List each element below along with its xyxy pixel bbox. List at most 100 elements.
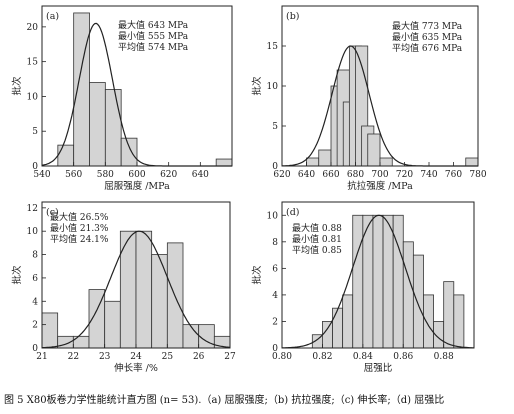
x-tick-label: 22 bbox=[68, 352, 79, 362]
panel-label: (c) bbox=[46, 207, 59, 218]
histogram-bar bbox=[182, 324, 200, 349]
panel-a: 540 560 580 600 620 640 0 5 10 15 20 屈服强度 /MPa 批次 (a)… bbox=[11, 5, 233, 192]
y-tick-label: 0 bbox=[272, 344, 278, 354]
histogram-bar bbox=[453, 294, 465, 349]
y-tick-label: 2 bbox=[32, 321, 38, 331]
y-tick-label: 15 bbox=[267, 42, 279, 52]
stats-annotation: 平均值 24.1% bbox=[50, 233, 109, 245]
histogram-bar bbox=[465, 157, 479, 167]
x-tick-label: 23 bbox=[99, 352, 111, 362]
histogram-bar bbox=[120, 137, 138, 167]
histogram-bar bbox=[41, 312, 59, 349]
stats-annotation: 最大值 773 MPa bbox=[392, 20, 463, 32]
y-tick-label: 0 bbox=[32, 162, 38, 172]
x-tick-label: 580 bbox=[97, 170, 114, 180]
y-tick-label: 5 bbox=[32, 127, 38, 137]
x-tick-label: 660 bbox=[322, 170, 339, 180]
x-tick-label: 27 bbox=[224, 352, 236, 362]
x-tick-label: 760 bbox=[445, 170, 462, 180]
y-tick-label: 5 bbox=[272, 122, 278, 132]
y-axis-label: 批次 bbox=[251, 265, 263, 285]
y-tick-label: 2 bbox=[272, 317, 278, 327]
x-tick-label: 540 bbox=[33, 170, 50, 180]
histogram-bar bbox=[423, 294, 434, 349]
x-tick-label: 26 bbox=[193, 352, 205, 362]
histogram-bar bbox=[322, 321, 333, 349]
stats-annotation: 最大值 26.5% bbox=[50, 211, 109, 223]
x-axis-label: 抗拉强度 /MPa bbox=[347, 180, 413, 192]
x-tick-label: 21 bbox=[36, 352, 47, 362]
y-tick-label: 4 bbox=[32, 297, 38, 307]
y-tick-label: 15 bbox=[27, 58, 39, 68]
y-axis-label: 批次 bbox=[11, 76, 23, 96]
histogram-bar bbox=[372, 214, 384, 349]
x-tick-label: 620 bbox=[160, 170, 177, 180]
x-tick-label: 640 bbox=[192, 170, 209, 180]
x-axis-label: 伸长率 /% bbox=[114, 362, 158, 374]
y-tick-label: 10 bbox=[267, 211, 279, 221]
x-axis-label: 屈强比 bbox=[364, 362, 393, 374]
y-tick-label: 10 bbox=[267, 82, 279, 92]
histogram-bar bbox=[379, 157, 393, 167]
stats-annotation: 最小值 635 MPa bbox=[392, 31, 463, 43]
histogram-bar bbox=[89, 82, 106, 167]
histogram-bar bbox=[306, 157, 320, 167]
stats-annotation: 最大值 0.88 bbox=[292, 222, 342, 234]
stats-annotation: 最小值 0.81 bbox=[292, 233, 342, 245]
x-tick-label: 640 bbox=[298, 170, 315, 180]
histogram-bar bbox=[104, 300, 121, 349]
normal-fit-curve bbox=[41, 230, 231, 349]
x-tick-label: 0.80 bbox=[272, 352, 292, 362]
panel-d: 0.80 0.82 0.84 0.86 0.88 0 2 4 6 8 10 屈强比 批次 (d) 最大值 0… bbox=[251, 201, 475, 374]
y-tick-label: 4 bbox=[272, 291, 278, 301]
normal-fit-curve bbox=[281, 214, 474, 349]
stats-annotation: 最小值 21.3% bbox=[50, 222, 109, 234]
x-tick-label: 620 bbox=[273, 170, 290, 180]
figure-caption: 图 5 X80板卷力学性能统计直方图 (n= 53).（a) 屈服强度;（b) … bbox=[4, 395, 445, 406]
plot-frame bbox=[281, 201, 475, 349]
y-axis-label: 批次 bbox=[11, 265, 23, 285]
histogram-bar bbox=[215, 158, 233, 167]
y-tick-label: 10 bbox=[27, 92, 39, 102]
x-tick-label: 740 bbox=[420, 170, 437, 180]
y-tick-label: 10 bbox=[27, 227, 39, 237]
histogram-bar bbox=[104, 89, 122, 167]
x-tick-label: 24 bbox=[130, 352, 142, 362]
histogram-bar bbox=[367, 133, 381, 167]
x-tick-label: 720 bbox=[396, 170, 413, 180]
y-tick-label: 8 bbox=[32, 251, 38, 261]
histogram-bar bbox=[151, 254, 168, 349]
y-tick-label: 6 bbox=[32, 274, 38, 284]
x-tick-label: 0.86 bbox=[393, 352, 413, 362]
y-tick-label: 6 bbox=[272, 264, 278, 274]
stats-annotation: 平均值 676 MPa bbox=[392, 42, 463, 54]
histogram-bar bbox=[332, 307, 344, 349]
x-axis-label: 屈服强度 /MPa bbox=[104, 180, 170, 192]
x-tick-label: 0.88 bbox=[434, 352, 454, 362]
histogram-bar bbox=[443, 281, 455, 349]
x-tick-label: 0.82 bbox=[312, 352, 332, 362]
histogram-bar bbox=[352, 214, 364, 349]
stats-annotation: 最小值 555 MPa bbox=[118, 30, 189, 42]
x-tick-label: 600 bbox=[128, 170, 145, 180]
x-tick-label: 25 bbox=[162, 352, 174, 362]
stats-annotation: 平均值 574 MPa bbox=[118, 41, 189, 53]
histogram-bar bbox=[412, 254, 424, 349]
y-tick-label: 0 bbox=[272, 162, 278, 172]
stats-annotation: 最大值 643 MPa bbox=[118, 19, 189, 31]
histogram-bar bbox=[135, 230, 153, 349]
x-tick-label: 700 bbox=[371, 170, 388, 180]
y-tick-label: 8 bbox=[272, 238, 278, 248]
panel-b: 620 640 660 680 700 720 740 760 780 0 5 10 15 抗拉强度 /M… bbox=[251, 5, 487, 192]
histogram-bar bbox=[318, 149, 332, 167]
histogram-bar bbox=[342, 294, 354, 349]
histogram-bar bbox=[402, 241, 414, 349]
x-tick-label: 560 bbox=[65, 170, 82, 180]
y-tick-label: 0 bbox=[32, 344, 38, 354]
x-tick-label: 780 bbox=[469, 170, 486, 180]
stats-annotation: 平均值 0.85 bbox=[292, 244, 342, 256]
x-tick-label: 680 bbox=[347, 170, 364, 180]
histogram-bar bbox=[73, 12, 90, 167]
